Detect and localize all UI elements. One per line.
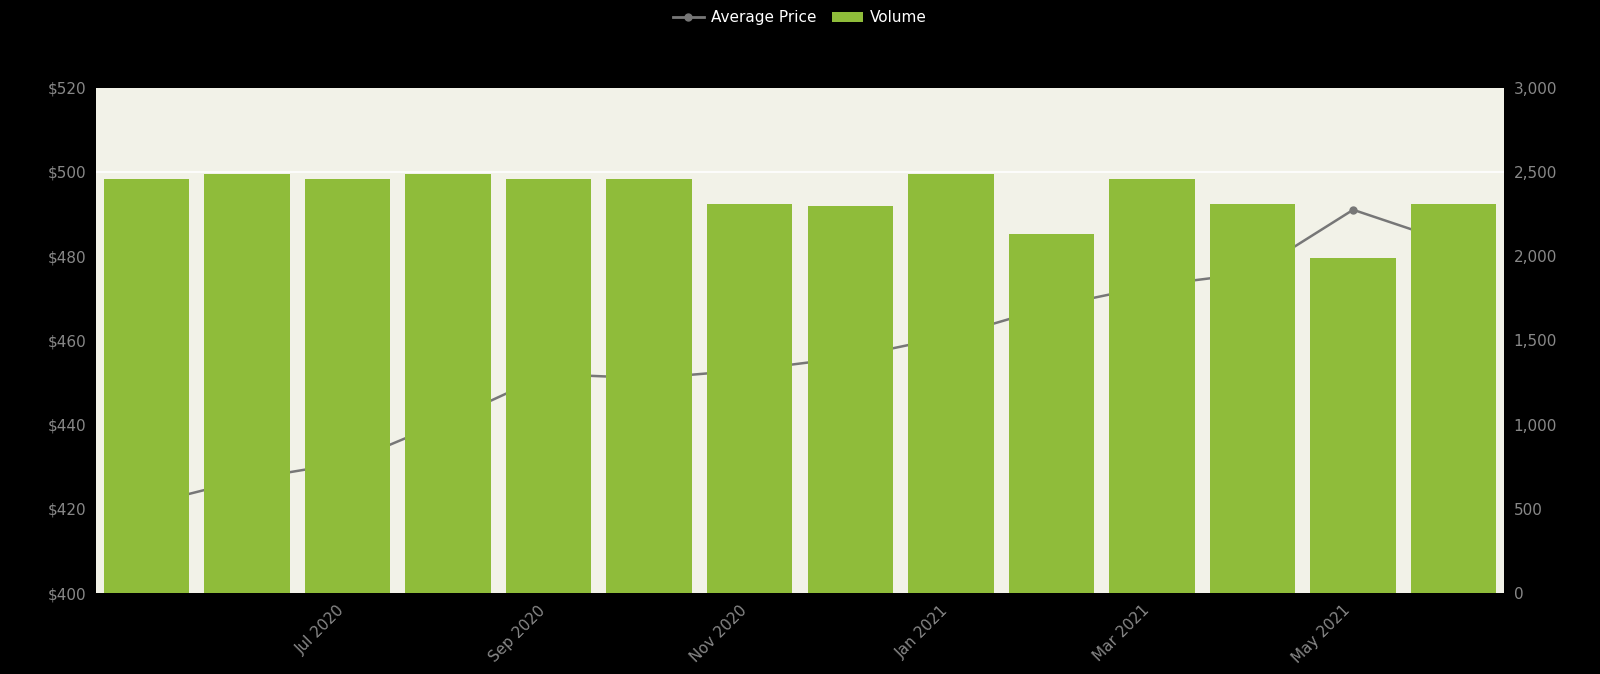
Bar bbox=[707, 204, 792, 593]
Bar bbox=[909, 174, 994, 593]
Bar bbox=[1109, 179, 1195, 593]
Bar bbox=[1411, 204, 1496, 593]
Bar bbox=[1210, 204, 1296, 593]
Bar bbox=[304, 179, 390, 593]
Bar bbox=[205, 174, 290, 593]
Bar bbox=[104, 179, 189, 593]
Bar bbox=[1310, 258, 1395, 593]
Bar bbox=[1008, 235, 1094, 593]
Bar bbox=[506, 179, 592, 593]
Bar bbox=[808, 206, 893, 593]
Legend: Average Price, Volume: Average Price, Volume bbox=[667, 4, 933, 32]
Bar bbox=[606, 179, 691, 593]
Bar bbox=[405, 174, 491, 593]
